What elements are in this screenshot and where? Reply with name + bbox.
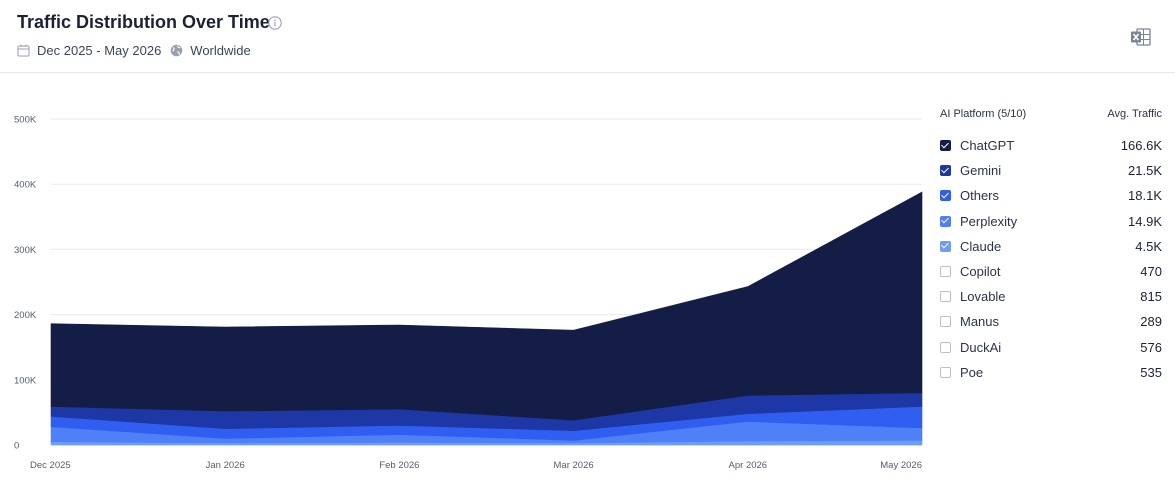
legend-item-value: 21.5K (1128, 163, 1162, 179)
legend-item-label: Others (960, 188, 1000, 204)
legend-item-value: 14.9K (1128, 213, 1162, 229)
legend-header-value: Avg. Traffic (1107, 108, 1162, 120)
legend-item-perplexity[interactable]: Perplexity 14.9K (940, 209, 1162, 234)
legend-item-gemini[interactable]: Gemini 21.5K (940, 158, 1162, 183)
header: Traffic Distribution Over Time Dec 2025 … (0, 0, 1175, 73)
legend-item-duckai[interactable]: DuckAi 576 (940, 335, 1162, 360)
legend-item-label: Copilot (960, 264, 1001, 280)
x-tick-label: May 2026 (880, 460, 922, 471)
legend-header: AI Platform (5/10) Avg. Traffic (940, 108, 1162, 120)
legend-item-lovable[interactable]: Lovable 815 (940, 284, 1162, 309)
x-tick-label: Mar 2026 (554, 460, 594, 471)
x-tick-label: Apr 2026 (729, 460, 768, 471)
legend-item-label: DuckAi (960, 339, 1002, 355)
legend-item-label: Manus (960, 314, 1000, 330)
info-icon[interactable] (268, 16, 282, 30)
calendar-icon (17, 44, 30, 57)
region: Worldwide (190, 43, 251, 58)
legend-item-value: 289 (1140, 314, 1162, 330)
x-tick-label: Jan 2026 (206, 460, 245, 471)
legend-item-value: 18.1K (1128, 188, 1162, 204)
legend-item-value: 166.6K (1120, 138, 1162, 154)
y-tick-label: 400K (14, 180, 37, 191)
legend: AI Platform (5/10) Avg. Traffic ChatGPT 1… (940, 108, 1162, 385)
legend-item-label: Poe (960, 364, 984, 380)
traffic-area-chart: 0 100K 200K 300K 400K 500K Dec 2025 Jan 2026 Feb… (14, 115, 923, 471)
legend-item-value: 815 (1140, 289, 1162, 305)
y-tick-label: 0 (14, 441, 19, 452)
legend-item-value: 470 (1140, 264, 1162, 280)
legend-checkbox[interactable] (940, 165, 951, 177)
y-tick-label: 500K (14, 115, 37, 126)
legend-checkbox[interactable] (940, 190, 951, 202)
legend-checkbox[interactable] (940, 266, 951, 278)
globe-icon (170, 44, 183, 57)
legend-item-label: Gemini (960, 163, 1002, 179)
legend-item-value: 4.5K (1135, 238, 1162, 254)
legend-checkbox[interactable] (940, 341, 951, 353)
y-tick-label: 200K (14, 310, 37, 321)
legend-item-claude[interactable]: Claude 4.5K (940, 234, 1162, 259)
legend-item-value: 576 (1140, 339, 1162, 355)
legend-header-platform: AI Platform (5/10) (940, 108, 1027, 120)
legend-item-others[interactable]: Others 18.1K (940, 183, 1162, 208)
legend-item-label: Perplexity (960, 213, 1018, 229)
legend-item-poe[interactable]: Poe 535 (940, 360, 1162, 385)
area-series-chatgpt[interactable] (50, 191, 923, 421)
legend-item-label: ChatGPT (960, 138, 1015, 154)
y-tick-label: 300K (14, 245, 37, 256)
legend-checkbox[interactable] (940, 215, 951, 227)
page-title: Traffic Distribution Over Time (17, 12, 270, 32)
x-tick-label: Feb 2026 (379, 460, 419, 471)
legend-checkbox[interactable] (940, 366, 951, 378)
legend-item-label: Lovable (960, 289, 1006, 305)
legend-item-copilot[interactable]: Copilot 470 (940, 259, 1162, 284)
meta-row: Dec 2025 - May 2026 Worldwide (17, 43, 251, 58)
legend-item-chatgpt[interactable]: ChatGPT 166.6K (940, 133, 1162, 158)
legend-item-label: Claude (960, 238, 1002, 254)
excel-export-icon[interactable] (1130, 26, 1152, 48)
legend-checkbox[interactable] (940, 316, 951, 328)
legend-item-value: 535 (1140, 364, 1162, 380)
legend-checkbox[interactable] (940, 291, 951, 303)
x-tick-label: Dec 2025 (30, 460, 71, 471)
date-range: Dec 2025 - May 2026 (37, 43, 162, 58)
legend-item-manus[interactable]: Manus 289 (940, 309, 1162, 334)
legend-rows: ChatGPT 166.6K Gemini 21.5K Others 18.1K Perpl… (940, 133, 1162, 385)
legend-checkbox[interactable] (940, 240, 951, 252)
y-tick-label: 100K (14, 375, 37, 386)
legend-checkbox[interactable] (940, 140, 951, 152)
